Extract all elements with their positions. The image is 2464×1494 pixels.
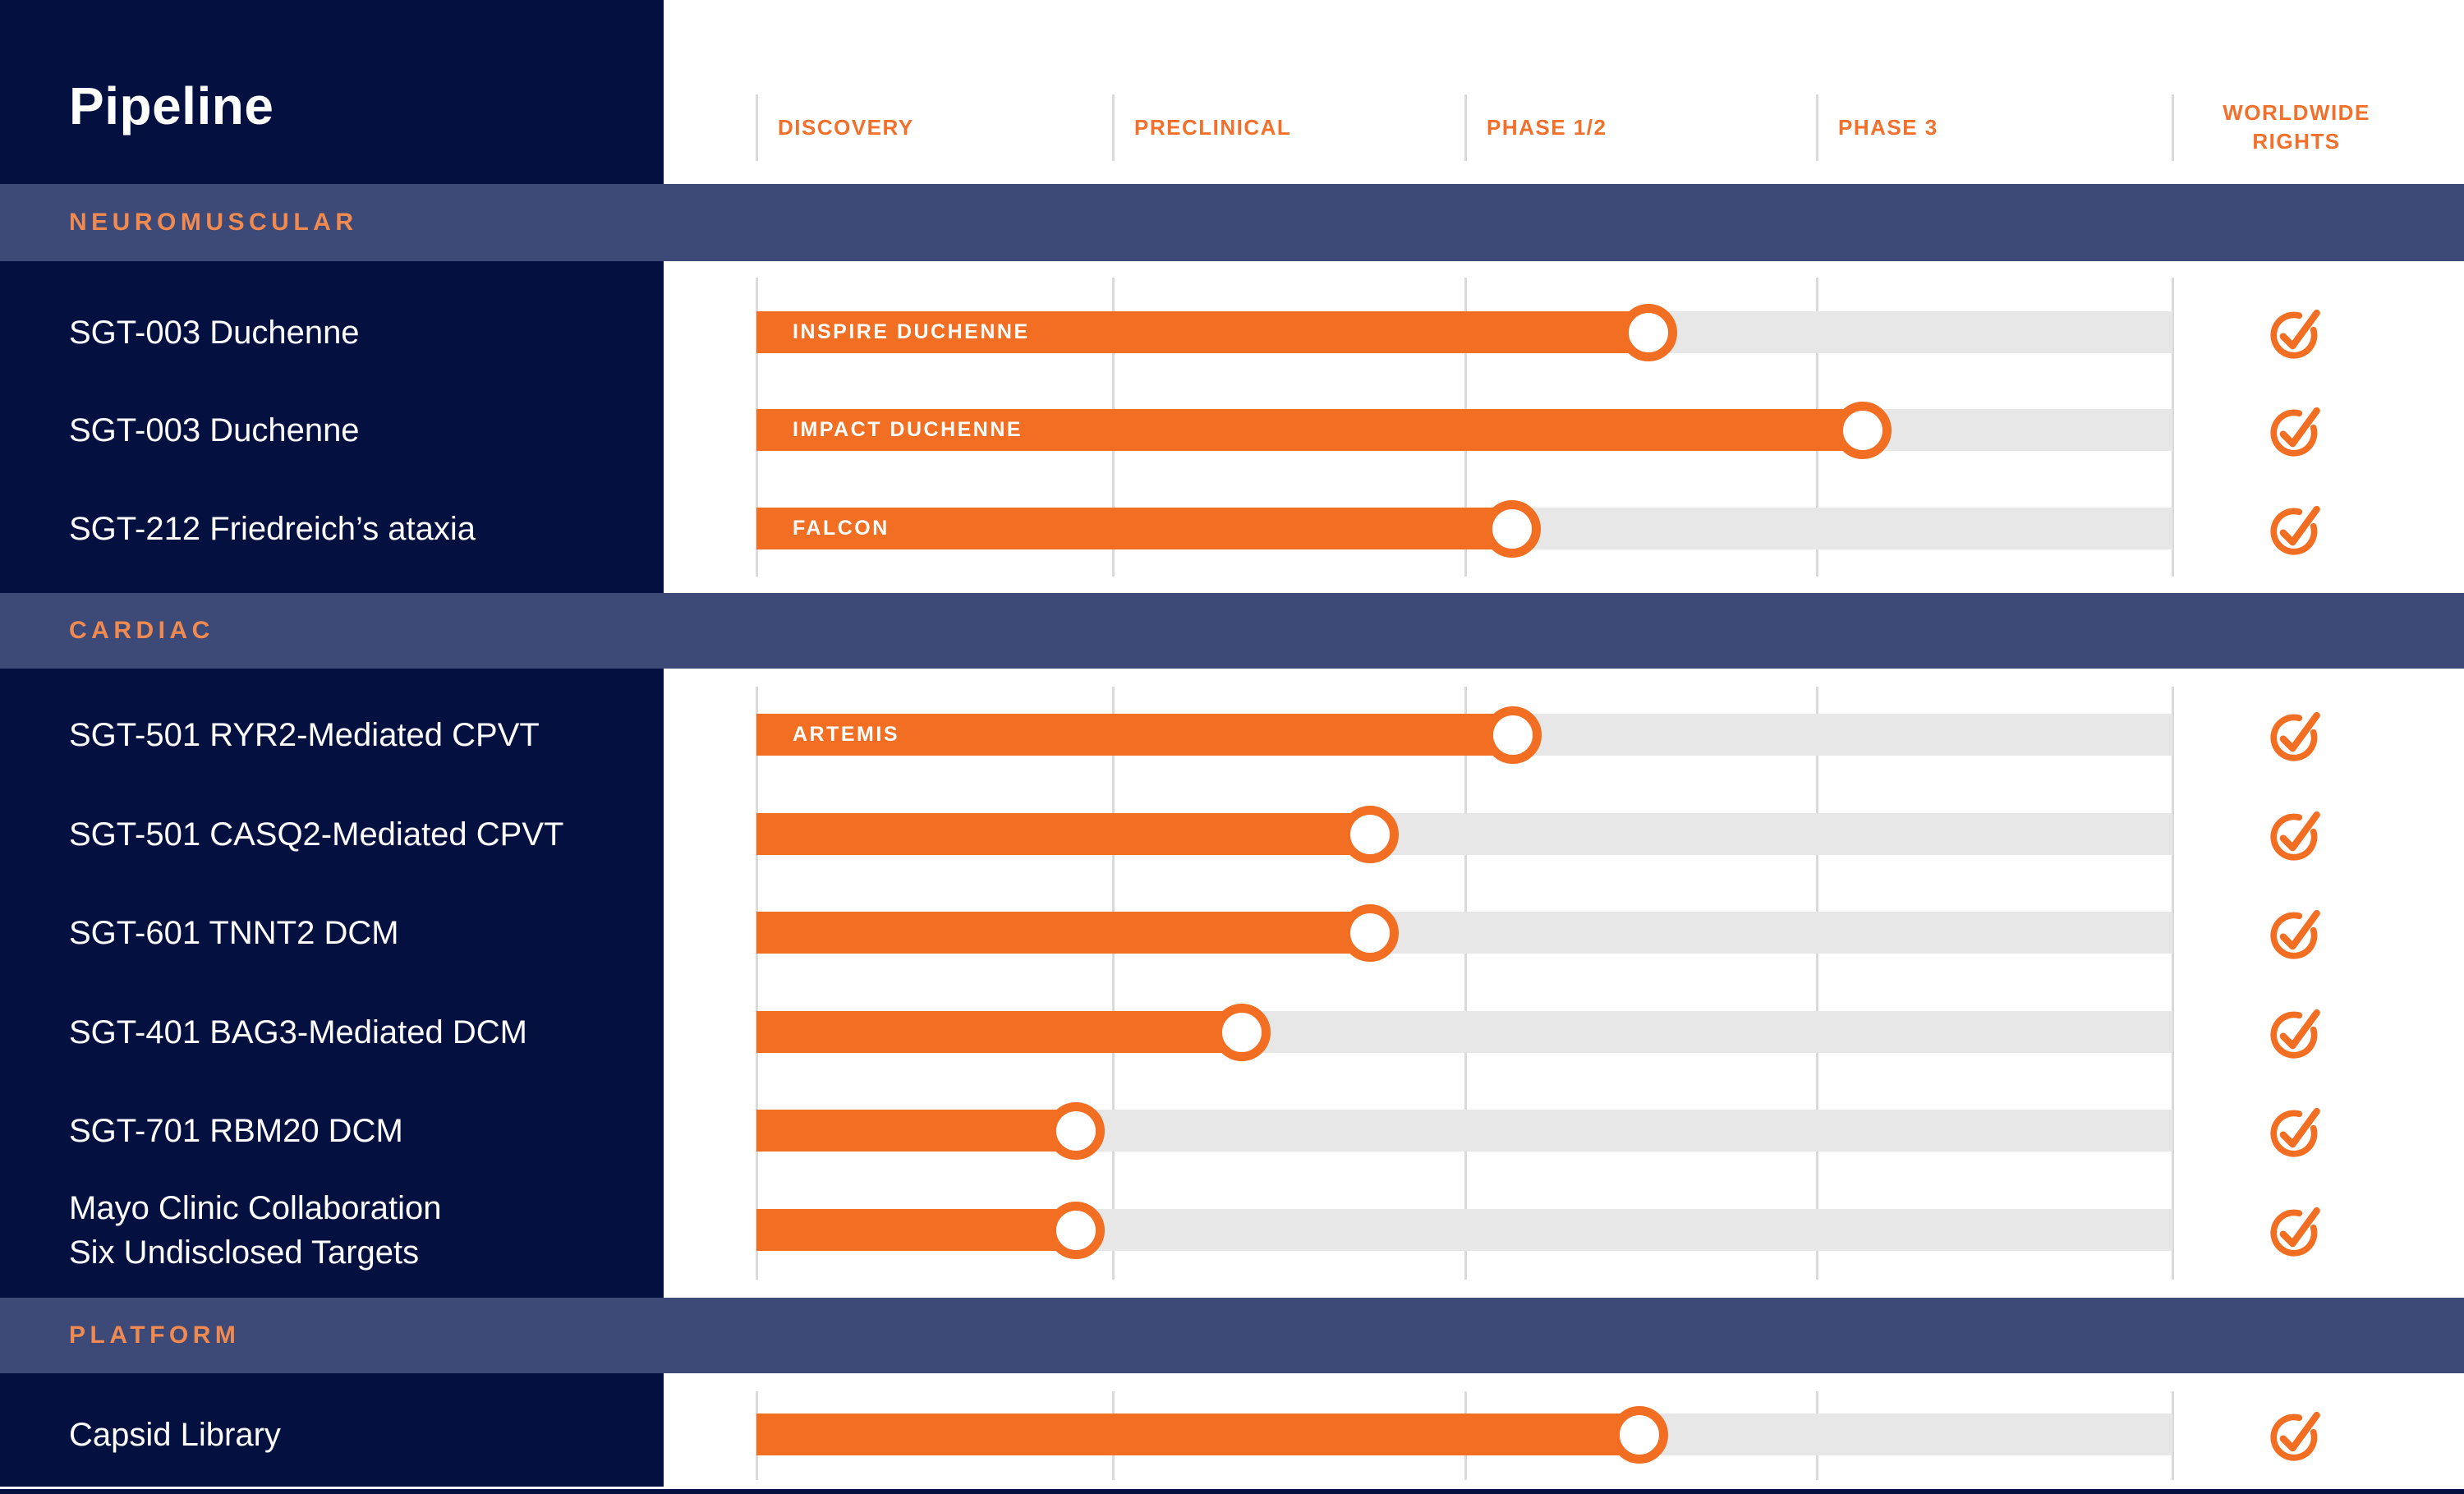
pipeline-progress-bar: ARTEMIS	[756, 714, 1513, 756]
worldwide-rights-check-icon	[2266, 804, 2327, 865]
column-grid-line	[2172, 1391, 2174, 1480]
program-label-line: SGT-003 Duchenne	[69, 315, 360, 351]
column-grid-line	[1112, 687, 1115, 1280]
stage-marker-circle	[1611, 1406, 1668, 1464]
program-label: SGT-003 Duchenne	[69, 379, 644, 481]
program-label: SGT-501 RYR2-Mediated CPVT	[69, 684, 644, 786]
column-grid-line	[1464, 687, 1467, 1280]
stage-marker-circle	[1484, 706, 1542, 764]
pipeline-progress-bar	[756, 1209, 1076, 1251]
column-header: PHASE 3	[1838, 115, 1938, 140]
column-header: DISCOVERY	[778, 115, 914, 140]
trial-name-label: INSPIRE DUCHENNE	[793, 320, 1030, 343]
program-label-line: Capsid Library	[69, 1417, 281, 1453]
section-label: NEUROMUSCULAR	[69, 209, 358, 236]
stage-marker-circle	[1047, 1102, 1105, 1160]
program-label: SGT-701 RBM20 DCM	[69, 1080, 644, 1182]
section-band: NEUROMUSCULAR	[0, 184, 2464, 261]
column-grid-line	[1112, 94, 1115, 161]
section-band: PLATFORM	[0, 1298, 2464, 1373]
worldwide-rights-check-icon	[2266, 499, 2327, 559]
column-header: PHASE 1/2	[1487, 115, 1607, 140]
program-label-line: SGT-401 BAG3-Mediated DCM	[69, 1014, 527, 1050]
pipeline-progress-bar	[756, 1011, 1242, 1053]
program-label-line: Six Undisclosed Targets	[69, 1234, 420, 1271]
pipeline-progress-bar: FALCON	[756, 508, 1512, 549]
column-grid-line	[2172, 94, 2174, 161]
worldwide-rights-check-icon	[2266, 302, 2327, 363]
worldwide-rights-header: WORLDWIDE RIGHTS	[2149, 99, 2444, 156]
worldwide-rights-check-icon	[2266, 1101, 2327, 1161]
worldwide-rights-line2: RIGHTS	[2252, 129, 2341, 154]
program-label-line: SGT-003 Duchenne	[69, 412, 360, 448]
column-grid-line	[756, 94, 758, 161]
pipeline-progress-bar	[756, 912, 1370, 954]
page-title: Pipeline	[69, 76, 274, 136]
column-grid-line	[756, 687, 758, 1280]
program-label: SGT-501 CASQ2-Mediated CPVT	[69, 784, 644, 885]
stage-marker-circle	[1483, 500, 1541, 558]
stage-marker-circle	[1834, 402, 1892, 459]
trial-name-label: IMPACT DUCHENNE	[793, 418, 1023, 441]
program-label: Capsid Library	[69, 1384, 644, 1486]
program-label: Mayo Clinic Collaboration Six Undisclosed…	[69, 1179, 644, 1281]
pipeline-progress-bar: INSPIRE DUCHENNE	[756, 311, 1648, 353]
program-label: SGT-401 BAG3-Mediated DCM	[69, 981, 644, 1083]
column-grid-line	[1816, 687, 1818, 1280]
program-label-line: SGT-501 CASQ2-Mediated CPVT	[69, 816, 564, 853]
program-label-line: SGT-212 Friedreich’s ataxia	[69, 511, 476, 547]
section-label: PLATFORM	[69, 1322, 241, 1349]
program-label-line: SGT-601 TNNT2 DCM	[69, 915, 399, 951]
program-label-line: SGT-701 RBM20 DCM	[69, 1113, 403, 1149]
stage-marker-circle	[1047, 1202, 1105, 1259]
program-label-line: SGT-501 RYR2-Mediated CPVT	[69, 717, 540, 753]
column-grid-line	[1816, 94, 1818, 161]
worldwide-rights-check-icon	[2266, 1404, 2327, 1465]
worldwide-rights-check-icon	[2266, 400, 2327, 461]
pipeline-progress-bar: IMPACT DUCHENNE	[756, 409, 1863, 451]
stage-marker-circle	[1620, 304, 1677, 361]
stage-marker-circle	[1213, 1004, 1271, 1061]
trial-name-label: ARTEMIS	[793, 723, 899, 746]
worldwide-rights-check-icon	[2266, 1002, 2327, 1063]
worldwide-rights-line1: WORLDWIDE	[2223, 100, 2370, 125]
trial-name-label: FALCON	[793, 517, 890, 540]
stage-marker-circle	[1341, 904, 1399, 962]
program-label-line: Mayo Clinic Collaboration	[69, 1190, 442, 1226]
pipeline-progress-bar	[756, 1110, 1076, 1152]
program-label: SGT-003 Duchenne	[69, 282, 644, 384]
worldwide-rights-check-icon	[2266, 1200, 2327, 1261]
worldwide-rights-check-icon	[2266, 903, 2327, 963]
pipeline-progress-bar	[756, 813, 1370, 855]
section-label: CARDIAC	[69, 617, 214, 644]
column-header: PRECLINICAL	[1134, 115, 1292, 140]
pipeline-progress-bar	[756, 1414, 1639, 1455]
worldwide-rights-check-icon	[2266, 705, 2327, 765]
bottom-edge-strip	[0, 1489, 2464, 1494]
column-grid-line	[2172, 687, 2174, 1280]
column-grid-line	[1464, 94, 1467, 161]
program-label: SGT-212 Friedreich’s ataxia	[69, 478, 644, 580]
stage-marker-circle	[1341, 806, 1399, 863]
program-label: SGT-601 TNNT2 DCM	[69, 882, 644, 984]
column-grid-line	[2172, 278, 2174, 577]
section-band: CARDIAC	[0, 593, 2464, 669]
